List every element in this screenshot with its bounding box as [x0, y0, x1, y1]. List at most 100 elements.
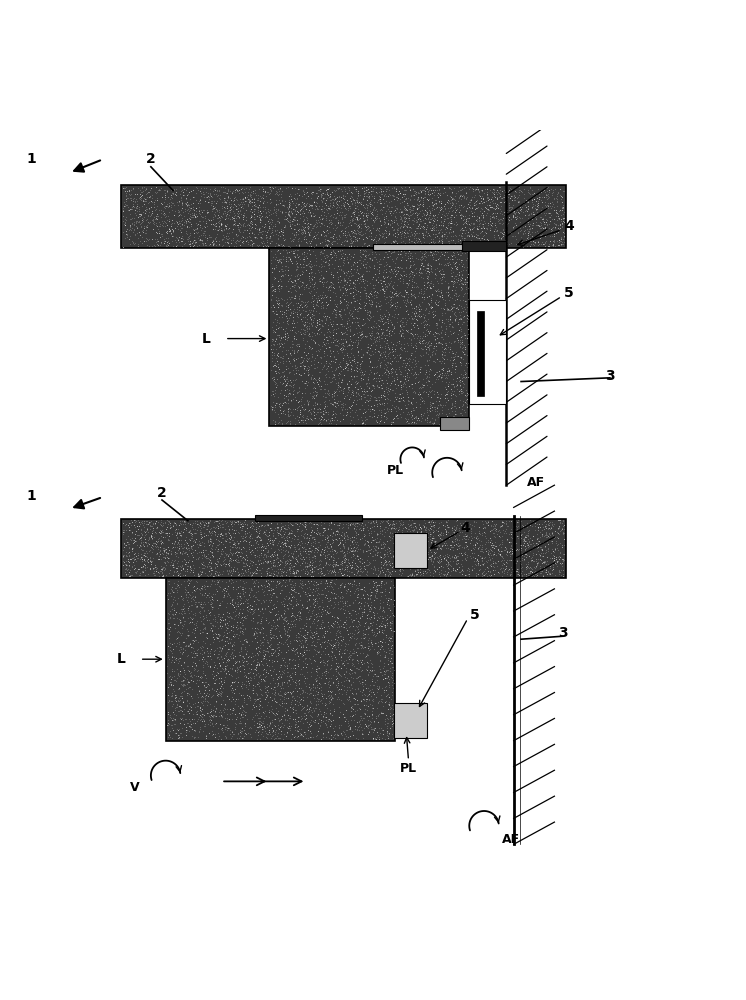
Point	[128, 224, 140, 240]
Point	[254, 211, 266, 227]
Point	[460, 392, 472, 408]
Point	[281, 724, 293, 740]
Point	[160, 215, 172, 231]
Point	[279, 591, 291, 607]
Point	[178, 676, 189, 692]
Point	[382, 686, 394, 702]
Point	[528, 208, 540, 224]
Point	[383, 340, 395, 356]
Point	[282, 621, 294, 637]
Point	[456, 281, 468, 297]
Point	[253, 562, 265, 578]
Point	[355, 367, 367, 383]
Point	[286, 530, 298, 546]
Point	[424, 234, 436, 250]
Point	[413, 210, 425, 226]
Point	[320, 670, 332, 686]
Point	[490, 538, 502, 554]
Point	[403, 369, 415, 385]
Point	[269, 661, 280, 677]
Point	[157, 235, 169, 251]
Point	[330, 660, 342, 676]
Point	[442, 249, 454, 265]
Point	[493, 546, 505, 562]
Point	[454, 374, 466, 390]
Point	[128, 216, 140, 232]
Point	[192, 682, 204, 698]
Point	[160, 525, 172, 541]
Point	[392, 263, 404, 279]
Point	[373, 395, 385, 411]
Point	[331, 670, 343, 686]
Point	[430, 412, 442, 428]
Point	[267, 723, 279, 739]
Point	[150, 520, 162, 536]
Point	[398, 551, 410, 567]
Point	[322, 212, 334, 228]
Point	[322, 529, 334, 545]
Point	[284, 345, 296, 361]
Point	[439, 397, 451, 413]
Point	[184, 235, 195, 251]
Point	[503, 186, 515, 202]
Point	[495, 543, 507, 559]
Point	[159, 209, 171, 225]
Point	[228, 196, 240, 212]
Point	[552, 208, 564, 224]
Point	[448, 524, 460, 540]
Point	[282, 413, 294, 429]
Point	[336, 619, 348, 635]
Point	[305, 411, 317, 427]
Point	[360, 561, 372, 577]
Point	[173, 680, 185, 696]
Point	[342, 715, 354, 731]
Point	[353, 230, 365, 246]
Point	[352, 515, 364, 531]
Point	[356, 390, 368, 406]
Point	[303, 226, 315, 242]
Point	[160, 234, 172, 250]
Point	[210, 513, 222, 529]
Point	[475, 236, 487, 252]
Point	[289, 584, 301, 600]
Point	[183, 718, 195, 734]
Point	[288, 301, 300, 317]
Point	[507, 543, 519, 559]
Point	[312, 684, 324, 700]
Point	[445, 529, 457, 545]
Point	[427, 517, 439, 533]
Point	[451, 185, 463, 201]
Point	[203, 227, 215, 243]
Point	[232, 514, 244, 530]
Point	[381, 363, 393, 379]
Point	[323, 323, 335, 339]
Point	[325, 731, 336, 747]
Point	[395, 267, 407, 283]
Point	[389, 268, 401, 284]
Point	[383, 540, 395, 556]
Point	[158, 213, 170, 229]
Point	[426, 247, 438, 263]
Point	[355, 563, 367, 579]
Point	[460, 394, 471, 410]
Point	[208, 682, 220, 698]
Point	[187, 564, 199, 580]
Point	[415, 550, 427, 566]
Point	[119, 517, 131, 533]
Point	[496, 514, 508, 530]
Point	[237, 539, 249, 555]
Point	[407, 519, 419, 535]
Point	[372, 370, 384, 386]
Point	[178, 613, 189, 629]
Point	[348, 518, 360, 534]
Point	[359, 216, 371, 232]
Point	[471, 179, 483, 195]
Point	[527, 528, 539, 544]
Point	[135, 559, 147, 575]
Point	[510, 217, 522, 233]
Point	[334, 281, 346, 297]
Point	[498, 189, 510, 205]
Point	[391, 249, 403, 265]
Point	[456, 235, 468, 251]
Point	[465, 192, 477, 208]
